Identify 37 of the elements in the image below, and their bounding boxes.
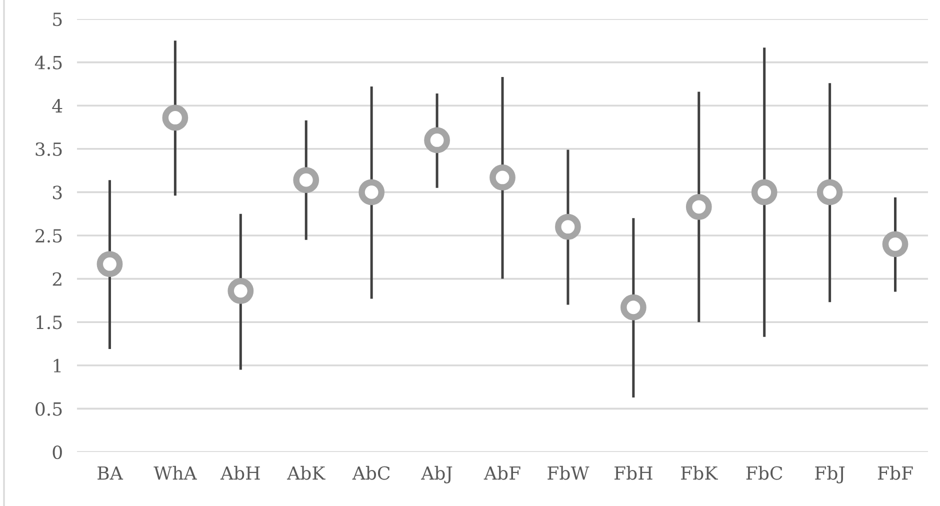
x-tick-label: AbK [286, 466, 326, 480]
point [162, 104, 188, 131]
y-tick-label: 2.5 [36, 228, 62, 243]
point [555, 214, 581, 240]
y-tick-label: 4 [52, 99, 62, 112]
y-tick-label: 5 [53, 12, 62, 26]
x-tick-label: WhA [154, 466, 197, 480]
point [424, 127, 450, 154]
x-tick-label: AbJ [421, 466, 452, 484]
point [686, 194, 712, 220]
y-tick-label: 1.5 [36, 316, 62, 330]
y-tick-label: 0 [52, 445, 62, 460]
y-tick-label: 3.5 [36, 142, 62, 156]
point [620, 294, 646, 320]
point [882, 231, 908, 258]
y-tick-label: 3 [53, 186, 62, 200]
point [96, 251, 123, 278]
x-tick-label: AbC [352, 466, 390, 480]
x-tick-label: BA [98, 466, 124, 480]
point [358, 179, 385, 206]
point [751, 179, 778, 206]
x-tick-label: FbF [878, 466, 913, 480]
x-tick-label: FbK [681, 466, 718, 480]
x-tick-label: FbH [614, 466, 652, 480]
x-tick-label: FbW [548, 466, 590, 480]
point [228, 278, 254, 304]
y-tick-label: 4.5 [34, 56, 62, 70]
y-tick-label: 0.5 [36, 402, 62, 416]
point [293, 167, 320, 194]
x-tick-label: FbJ [815, 466, 845, 484]
y-tick-label: 2 [52, 272, 62, 286]
x-tick-label: AbH [220, 466, 260, 480]
point [816, 179, 843, 206]
x-tick-label: FbC [746, 466, 782, 480]
x-tick-label: AbF [484, 466, 520, 480]
point [490, 164, 516, 190]
y-tick-label: 1 [54, 358, 61, 372]
